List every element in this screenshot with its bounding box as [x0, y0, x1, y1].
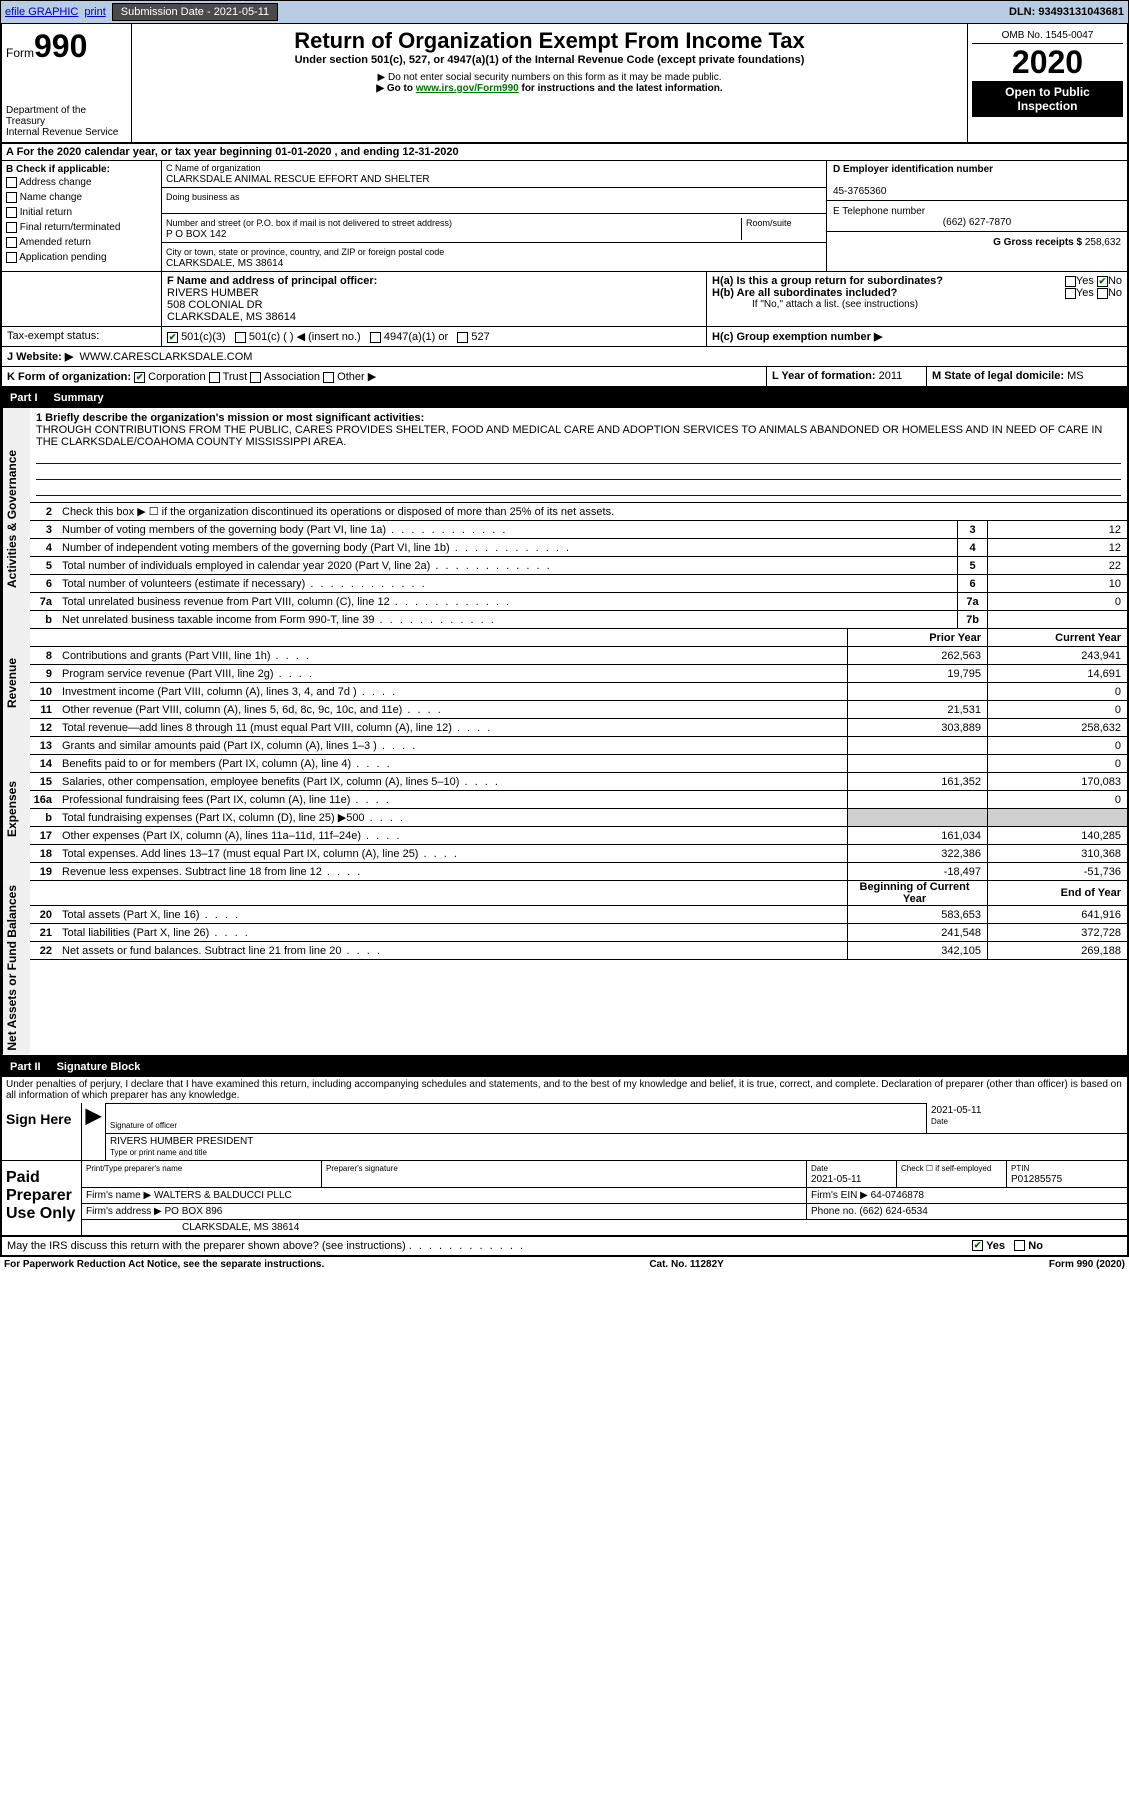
table-row: 13 Grants and similar amounts paid (Part…	[30, 737, 1127, 755]
arrow-icon: ▶	[82, 1103, 106, 1160]
row-klm: K Form of organization: Corporation Trus…	[0, 367, 1129, 388]
table-row: b Net unrelated business taxable income …	[30, 611, 1127, 629]
form-subtitle: Under section 501(c), 527, or 4947(a)(1)…	[136, 54, 963, 66]
sign-block: Sign Here ▶ Signature of officer 2021-05…	[0, 1103, 1129, 1237]
table-row: 18 Total expenses. Add lines 13–17 (must…	[30, 845, 1127, 863]
expenses-block: Expenses 13 Grants and similar amounts p…	[0, 737, 1129, 881]
dln-label: DLN: 93493131043681	[1009, 6, 1124, 18]
side-net: Net Assets or Fund Balances	[2, 881, 30, 1055]
box-l: L Year of formation: 2011	[767, 367, 927, 386]
table-row: 21 Total liabilities (Part X, line 26) 2…	[30, 924, 1127, 942]
org-name: CLARKSDALE ANIMAL RESCUE EFFORT AND SHEL…	[166, 174, 430, 185]
irs-label: Internal Revenue Service	[6, 127, 127, 138]
form-title: Return of Organization Exempt From Incom…	[136, 28, 963, 54]
discuss-row: May the IRS discuss this return with the…	[0, 1237, 1129, 1257]
side-exp: Expenses	[2, 737, 30, 881]
table-row: 22 Net assets or fund balances. Subtract…	[30, 942, 1127, 960]
note-link: ▶ Go to www.irs.gov/Form990 for instruct…	[136, 83, 963, 94]
side-rev: Revenue	[2, 629, 30, 737]
governance-block: Activities & Governance 1 Briefly descri…	[0, 408, 1129, 629]
website: WWW.CARESCLARKSDALE.COM	[79, 351, 252, 363]
dept-label: Department of the Treasury	[6, 105, 127, 127]
box-f: F Name and address of principal officer:…	[162, 272, 707, 326]
box-m: M State of legal domicile: MS	[927, 367, 1127, 386]
note-ssn: ▶ Do not enter social security numbers o…	[136, 72, 963, 83]
box-b: B Check if applicable: Address change Na…	[2, 161, 162, 271]
footer: For Paperwork Reduction Act Notice, see …	[0, 1257, 1129, 1272]
top-bar: efile GRAPHIC print Submission Date - 20…	[0, 0, 1129, 24]
table-row: 11 Other revenue (Part VIII, column (A),…	[30, 701, 1127, 719]
public-badge: Open to Public Inspection	[972, 81, 1123, 117]
sign-here-label: Sign Here	[2, 1103, 82, 1160]
section-fh: F Name and address of principal officer:…	[0, 272, 1129, 327]
form-header: Form990 Department of the Treasury Inter…	[0, 24, 1129, 144]
table-row: b Total fundraising expenses (Part IX, c…	[30, 809, 1127, 827]
col-header-row: Prior Year Current Year	[30, 629, 1127, 647]
irs-link[interactable]: www.irs.gov/Form990	[416, 83, 519, 94]
table-row: 16a Professional fundraising fees (Part …	[30, 791, 1127, 809]
box-c: C Name of organization CLARKSDALE ANIMAL…	[162, 161, 827, 271]
table-row: 17 Other expenses (Part IX, column (A), …	[30, 827, 1127, 845]
line-2: 2 Check this box ▶ ☐ if the organization…	[30, 503, 1127, 521]
table-row: 14 Benefits paid to or for members (Part…	[30, 755, 1127, 773]
org-city: CLARKSDALE, MS 38614	[166, 258, 283, 269]
table-row: 8 Contributions and grants (Part VIII, l…	[30, 647, 1127, 665]
part1-header: Part I Summary	[0, 388, 1129, 408]
tax-status-label: Tax-exempt status:	[2, 327, 162, 346]
declaration: Under penalties of perjury, I declare th…	[0, 1077, 1129, 1103]
table-row: 9 Program service revenue (Part VIII, li…	[30, 665, 1127, 683]
phone: (662) 627-7870	[833, 217, 1121, 228]
table-row: 19 Revenue less expenses. Subtract line …	[30, 863, 1127, 881]
line-1: 1 Briefly describe the organization's mi…	[30, 408, 1127, 503]
side-gov: Activities & Governance	[2, 408, 30, 629]
preparer-label: Paid Preparer Use Only	[2, 1161, 82, 1235]
tax-year: 2020	[972, 44, 1123, 81]
box-k: K Form of organization: Corporation Trus…	[2, 367, 767, 386]
part2-header: Part II Signature Block	[0, 1057, 1129, 1077]
box-deg: D Employer identification number 45-3765…	[827, 161, 1127, 271]
box-hc: H(c) Group exemption number ▶	[707, 327, 1127, 346]
net-block: Net Assets or Fund Balances Beginning of…	[0, 881, 1129, 1057]
section-bcdeg: B Check if applicable: Address change Na…	[0, 161, 1129, 272]
table-row: 7a Total unrelated business revenue from…	[30, 593, 1127, 611]
org-street: P O BOX 142	[166, 229, 226, 240]
table-row: 4 Number of independent voting members o…	[30, 539, 1127, 557]
submission-date-btn[interactable]: Submission Date - 2021-05-11	[112, 3, 278, 21]
row-a-period: A For the 2020 calendar year, or tax yea…	[0, 144, 1129, 161]
row-j: J Website: ▶ WWW.CARESCLARKSDALE.COM	[0, 347, 1129, 367]
efile-link[interactable]: efile GRAPHIC	[5, 6, 78, 18]
table-row: 5 Total number of individuals employed i…	[30, 557, 1127, 575]
table-row: 6 Total number of volunteers (estimate i…	[30, 575, 1127, 593]
table-row: 12 Total revenue—add lines 8 through 11 …	[30, 719, 1127, 737]
ein: 45-3765360	[833, 186, 886, 197]
box-h: H(a) Is this a group return for subordin…	[707, 272, 1127, 326]
print-link[interactable]: print	[84, 6, 105, 18]
col-header-row-net: Beginning of Current Year End of Year	[30, 881, 1127, 906]
table-row: 10 Investment income (Part VIII, column …	[30, 683, 1127, 701]
table-row: 20 Total assets (Part X, line 16) 583,65…	[30, 906, 1127, 924]
table-row: 15 Salaries, other compensation, employe…	[30, 773, 1127, 791]
revenue-block: Revenue Prior Year Current Year 8 Contri…	[0, 629, 1129, 737]
table-row: 3 Number of voting members of the govern…	[30, 521, 1127, 539]
omb-number: OMB No. 1545-0047	[972, 28, 1123, 44]
section-tax-hc: Tax-exempt status: 501(c)(3) 501(c) ( ) …	[0, 327, 1129, 347]
form-number: Form990	[6, 28, 127, 65]
gross-receipts: 258,632	[1085, 237, 1121, 248]
tax-status-opts: 501(c)(3) 501(c) ( ) ◀ (insert no.) 4947…	[162, 327, 707, 346]
